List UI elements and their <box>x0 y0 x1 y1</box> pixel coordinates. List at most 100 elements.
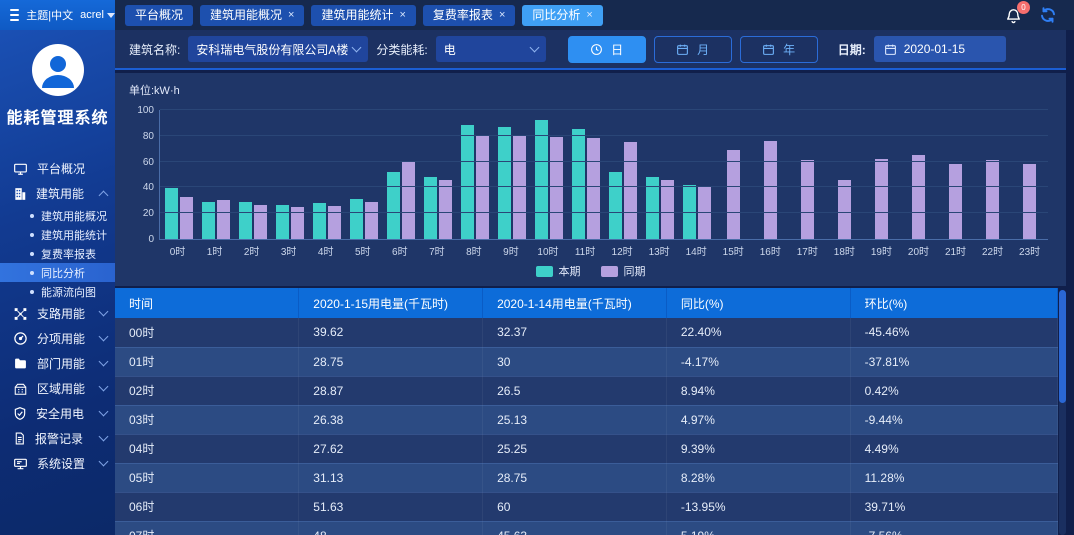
bar-group <box>456 110 493 239</box>
chart-bar[interactable] <box>364 201 378 239</box>
chart-bar[interactable] <box>290 206 304 239</box>
refresh-button[interactable] <box>1038 6 1058 24</box>
table-row[interactable]: 02时 28.87 26.5 8.94% 0.42% <box>115 376 1059 406</box>
chart-bar[interactable] <box>179 197 193 239</box>
tab-label: 建筑用能统计 <box>321 7 394 22</box>
header-tab[interactable]: 复费率报表 × <box>422 4 516 26</box>
chart-bar[interactable] <box>238 201 252 239</box>
chart-bar[interactable] <box>1023 164 1036 239</box>
table-cell: 03时 <box>115 405 300 435</box>
notification-badge: 0 <box>1017 0 1030 14</box>
chart-bar[interactable] <box>660 179 674 239</box>
menu-toggle-icon[interactable] <box>10 9 20 21</box>
chart-bar[interactable] <box>497 126 511 239</box>
sidebar-item[interactable]: 平台概况 <box>0 156 115 181</box>
chart-bar[interactable] <box>682 184 696 239</box>
chart-bar[interactable] <box>460 125 474 239</box>
header-tab[interactable]: 同比分析 × <box>522 4 603 26</box>
date-picker[interactable]: 2020-01-15 <box>873 36 1006 62</box>
sidebar-item[interactable]: 建筑用能 <box>0 181 115 206</box>
chart-bar[interactable] <box>801 160 814 239</box>
bar-group <box>641 110 678 239</box>
chart-bar[interactable] <box>534 120 548 239</box>
tab-close-icon[interactable]: × <box>399 8 406 21</box>
chart-bar[interactable] <box>608 171 622 239</box>
date-value: 2020-01-15 <box>903 42 966 56</box>
chart-bar[interactable] <box>327 206 341 239</box>
tab-label: 复费率报表 <box>432 7 493 22</box>
chart-bar[interactable] <box>438 180 452 239</box>
chart-bar[interactable] <box>986 160 999 239</box>
sidebar-item-label: 平台概况 <box>37 162 86 176</box>
chart-bar[interactable] <box>164 187 178 239</box>
chart-bar[interactable] <box>423 177 437 239</box>
chart-bar[interactable] <box>571 129 585 239</box>
table-scrollbar[interactable] <box>1059 290 1066 535</box>
sidebar-item-label: 支路用能 <box>37 307 86 321</box>
chart-bar[interactable] <box>549 137 563 239</box>
legend-item[interactable]: 本期 <box>535 263 581 279</box>
table-cell: 26.5 <box>482 376 667 406</box>
chart-bar[interactable] <box>349 198 363 239</box>
chart-bar[interactable] <box>838 179 851 239</box>
legend-item[interactable]: 同期 <box>600 263 646 279</box>
building-select-value: 安科瑞电气股份有限公司A楼 <box>196 42 349 57</box>
table-row[interactable]: 03时 26.38 25.13 4.97% -9.44% <box>115 405 1059 435</box>
chart-bar[interactable] <box>386 172 400 239</box>
scrollbar-thumb[interactable] <box>1059 290 1066 403</box>
chart-bar[interactable] <box>764 140 777 239</box>
period-button[interactable]: 月 <box>653 35 732 63</box>
table-cell: 51.63 <box>298 492 484 522</box>
sidebar-subitem[interactable]: 建筑用能统计 <box>0 225 115 244</box>
period-button[interactable]: 年 <box>739 35 818 63</box>
table-row[interactable]: 07时4845.635.19%-7.56% <box>115 521 1059 535</box>
chart-bar[interactable] <box>312 203 326 239</box>
table-row[interactable]: 06时 51.63 60 -13.95% 39.71% <box>115 492 1059 522</box>
chart-bar[interactable] <box>645 177 659 239</box>
tab-close-icon[interactable]: × <box>498 8 506 21</box>
table-cell: 28.87 <box>298 376 484 406</box>
tab-close-icon[interactable]: × <box>586 8 593 21</box>
tab-close-icon[interactable]: × <box>288 8 295 21</box>
header-tab[interactable]: 建筑用能概况 × <box>200 4 305 26</box>
table-row[interactable]: 04时 27.62 25.25 9.39% 4.49% <box>115 434 1059 464</box>
chart-bar[interactable] <box>401 161 415 239</box>
user-menu[interactable]: acrel <box>80 9 115 21</box>
period-button[interactable]: 日 <box>567 35 646 63</box>
sidebar-subitem[interactable]: 能源流向图 <box>0 282 115 301</box>
chart-bar[interactable] <box>875 159 888 239</box>
building-select[interactable]: 安科瑞电气股份有限公司A楼 <box>188 36 369 62</box>
sidebar-subitem[interactable]: 复费率报表 <box>0 244 115 263</box>
sidebar-item[interactable]: 支路用能 <box>0 301 115 326</box>
header-tab[interactable]: 建筑用能统计 × <box>311 4 416 26</box>
chart-bar[interactable] <box>512 135 526 239</box>
sidebar-subitem[interactable]: 建筑用能概况 <box>0 206 115 225</box>
sidebar-item[interactable]: 安全用电 <box>0 401 115 426</box>
table-row[interactable]: 01时 28.75 30 -4.17% -37.81% <box>115 347 1059 377</box>
sidebar-item[interactable]: 部门用能 <box>0 351 115 376</box>
energy-type-select[interactable]: 电 <box>435 36 546 62</box>
header-tab[interactable]: 平台概况 <box>125 4 194 26</box>
bar-group <box>937 110 974 239</box>
chart-bar[interactable] <box>949 164 962 239</box>
chart-bar[interactable] <box>623 142 637 239</box>
sidebar-item[interactable]: 报警记录 <box>0 426 115 451</box>
table-row[interactable]: 05时 31.13 28.75 8.28% 11.28% <box>115 463 1059 493</box>
sidebar-item[interactable]: 区域用能 <box>0 376 115 401</box>
theme-language-switch[interactable]: 主题|中文 <box>26 10 74 22</box>
chart-bar[interactable] <box>275 204 289 239</box>
chart-bar[interactable] <box>475 135 489 239</box>
chart-bar[interactable] <box>586 138 600 239</box>
chart-unit-label: 单位:kW·h <box>129 85 180 97</box>
sidebar-item[interactable]: 分项用能 <box>0 326 115 351</box>
chart-bar[interactable] <box>201 201 215 239</box>
sidebar-subitem[interactable]: 同比分析 <box>0 263 115 282</box>
chart-bar[interactable] <box>216 200 230 239</box>
chart-bar[interactable] <box>253 204 267 239</box>
bar-group <box>1011 110 1048 239</box>
chart-bar[interactable] <box>912 155 925 239</box>
notifications-button[interactable]: 0 <box>1005 0 1030 24</box>
chart-bar[interactable] <box>727 150 740 239</box>
sidebar-item[interactable]: 系统设置 <box>0 451 115 476</box>
table-row[interactable]: 00时 39.62 32.37 22.40% -45.46% <box>115 318 1059 348</box>
